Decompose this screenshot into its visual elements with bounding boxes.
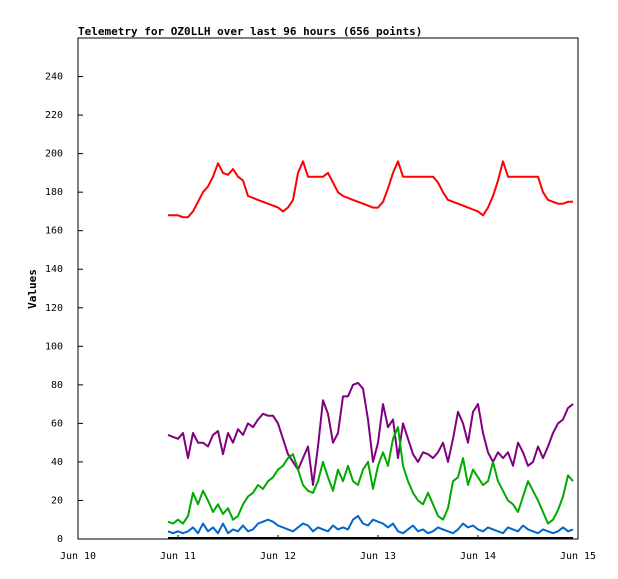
x-tick-label: Jun 15	[560, 551, 596, 562]
y-axis-label: Values	[26, 269, 39, 309]
y-axis-ticks: 0 20 40 60 80 100 120 140 160 180 200 220 240	[45, 72, 83, 545]
y-tick-label: 80	[51, 380, 63, 391]
series-line-4	[167, 514, 574, 535]
y-tick-label: 60	[51, 418, 63, 429]
y-tick-label: 180	[45, 187, 63, 198]
y-tick-label: 100	[45, 341, 63, 352]
chart-title: Telemetry for OZ0LLH over last 96 hours …	[78, 25, 422, 38]
x-tick-label: Jun 10	[60, 551, 96, 562]
x-tick-label: Jun 11	[160, 551, 196, 562]
y-tick-label: 40	[51, 457, 63, 468]
y-tick-label: 20	[51, 495, 63, 506]
x-tick-label: Jun 14	[460, 551, 496, 562]
y-tick-label: 160	[45, 226, 63, 237]
y-tick-label: 140	[45, 264, 63, 275]
y-tick-label: 0	[57, 534, 63, 545]
series-line-3	[167, 426, 574, 525]
y-tick-label: 120	[45, 303, 63, 314]
series-line-2	[167, 381, 574, 486]
x-tick-label: Jun 13	[360, 551, 396, 562]
series-lines	[167, 160, 574, 539]
series-line-1	[168, 160, 573, 219]
y-tick-label: 240	[45, 72, 63, 83]
x-tick-label: Jun 12	[260, 551, 296, 562]
plot-frame	[77, 37, 579, 540]
y-tick-label: 200	[45, 149, 63, 160]
y-tick-label: 220	[45, 110, 63, 121]
